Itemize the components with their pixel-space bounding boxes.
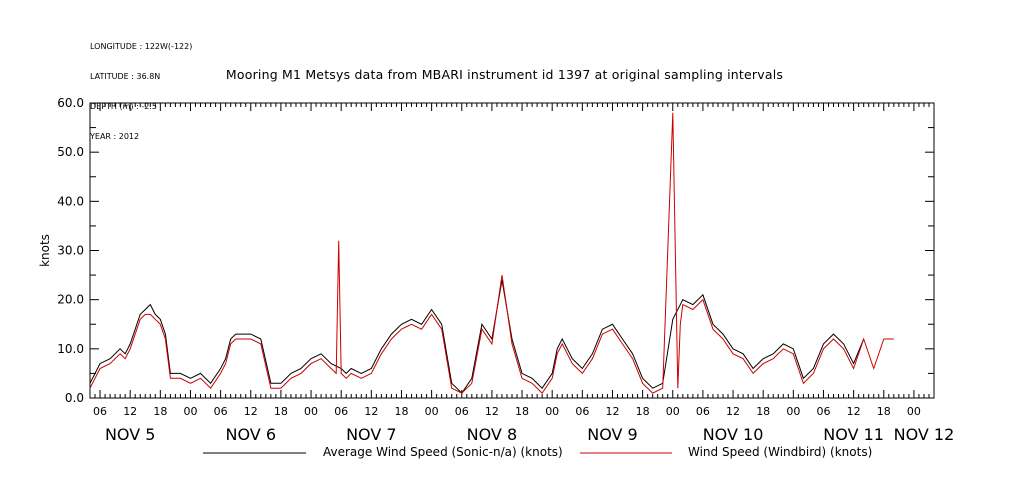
x-tick-label: 06 bbox=[93, 405, 107, 418]
plot-frame bbox=[89, 102, 935, 399]
metadata-block: LONGITUDE : 122W(-122) LATITUDE : 36.8N … bbox=[90, 22, 192, 152]
x-tick-label: 00 bbox=[666, 405, 680, 418]
x-tick-label: 00 bbox=[304, 405, 318, 418]
x-tick-label: 00 bbox=[907, 405, 921, 418]
x-tick-label: 12 bbox=[244, 405, 258, 418]
x-tick-label: 18 bbox=[394, 405, 408, 418]
x-tick-label: 18 bbox=[756, 405, 770, 418]
x-tick-label: 06 bbox=[575, 405, 589, 418]
legend-entry-windbird: Wind Speed (Windbird) (knots) bbox=[688, 445, 873, 459]
x-tick-label: 18 bbox=[515, 405, 529, 418]
x-tick-label: 18 bbox=[274, 405, 288, 418]
x-day-label: NOV 12 bbox=[894, 425, 955, 444]
x-tick-label: 06 bbox=[214, 405, 228, 418]
x-tick-label: 00 bbox=[425, 405, 439, 418]
x-tick-label: 12 bbox=[605, 405, 619, 418]
x-tick-label: 12 bbox=[364, 405, 378, 418]
metadata-year: YEAR : 2012 bbox=[90, 132, 140, 141]
x-tick-label: 18 bbox=[636, 405, 650, 418]
metadata-longitude: LONGITUDE : 122W(-122) bbox=[90, 42, 193, 51]
legend-entry-average: Average Wind Speed (Sonic-n/a) (knots) bbox=[323, 445, 563, 459]
series-line-1 bbox=[89, 279, 865, 394]
x-day-label: NOV 11 bbox=[823, 425, 884, 444]
x-tick-label: 00 bbox=[183, 405, 197, 418]
series-line-2 bbox=[89, 112, 894, 394]
x-tick-label: 06 bbox=[455, 405, 469, 418]
y-tick-label: 20.0 bbox=[57, 293, 84, 307]
x-tick-label: 18 bbox=[877, 405, 891, 418]
y-tick-label: 0.0 bbox=[65, 391, 84, 405]
y-tick-label: 10.0 bbox=[57, 342, 84, 356]
y-tick-label: 40.0 bbox=[57, 194, 84, 208]
x-tick-label: 12 bbox=[847, 405, 861, 418]
x-tick-label: 12 bbox=[485, 405, 499, 418]
y-tick-label: 60.0 bbox=[57, 96, 84, 110]
chart-title: Mooring M1 Metsys data from MBARI instru… bbox=[225, 67, 784, 82]
y-axis-label: knots bbox=[38, 234, 52, 267]
x-tick-label: 18 bbox=[153, 405, 167, 418]
x-day-label: NOV 6 bbox=[226, 425, 277, 444]
x-tick-label: 06 bbox=[334, 405, 348, 418]
x-day-label: NOV 10 bbox=[703, 425, 764, 444]
x-day-label: NOV 5 bbox=[105, 425, 156, 444]
metadata-latitude: LATITUDE : 36.8N bbox=[90, 72, 161, 81]
y-tick-label: 50.0 bbox=[57, 145, 84, 159]
x-day-label: NOV 9 bbox=[587, 425, 638, 444]
x-tick-label: 12 bbox=[123, 405, 137, 418]
x-tick-label: 06 bbox=[696, 405, 710, 418]
x-day-label: NOV 7 bbox=[346, 425, 397, 444]
x-tick-label: 00 bbox=[786, 405, 800, 418]
x-day-label: NOV 8 bbox=[467, 425, 518, 444]
x-tick-label: 06 bbox=[816, 405, 830, 418]
y-tick-label: 30.0 bbox=[57, 244, 84, 258]
x-tick-label: 12 bbox=[726, 405, 740, 418]
x-tick-label: 00 bbox=[545, 405, 559, 418]
metadata-depth: DEPTH (m) : -2.5 bbox=[90, 102, 157, 111]
